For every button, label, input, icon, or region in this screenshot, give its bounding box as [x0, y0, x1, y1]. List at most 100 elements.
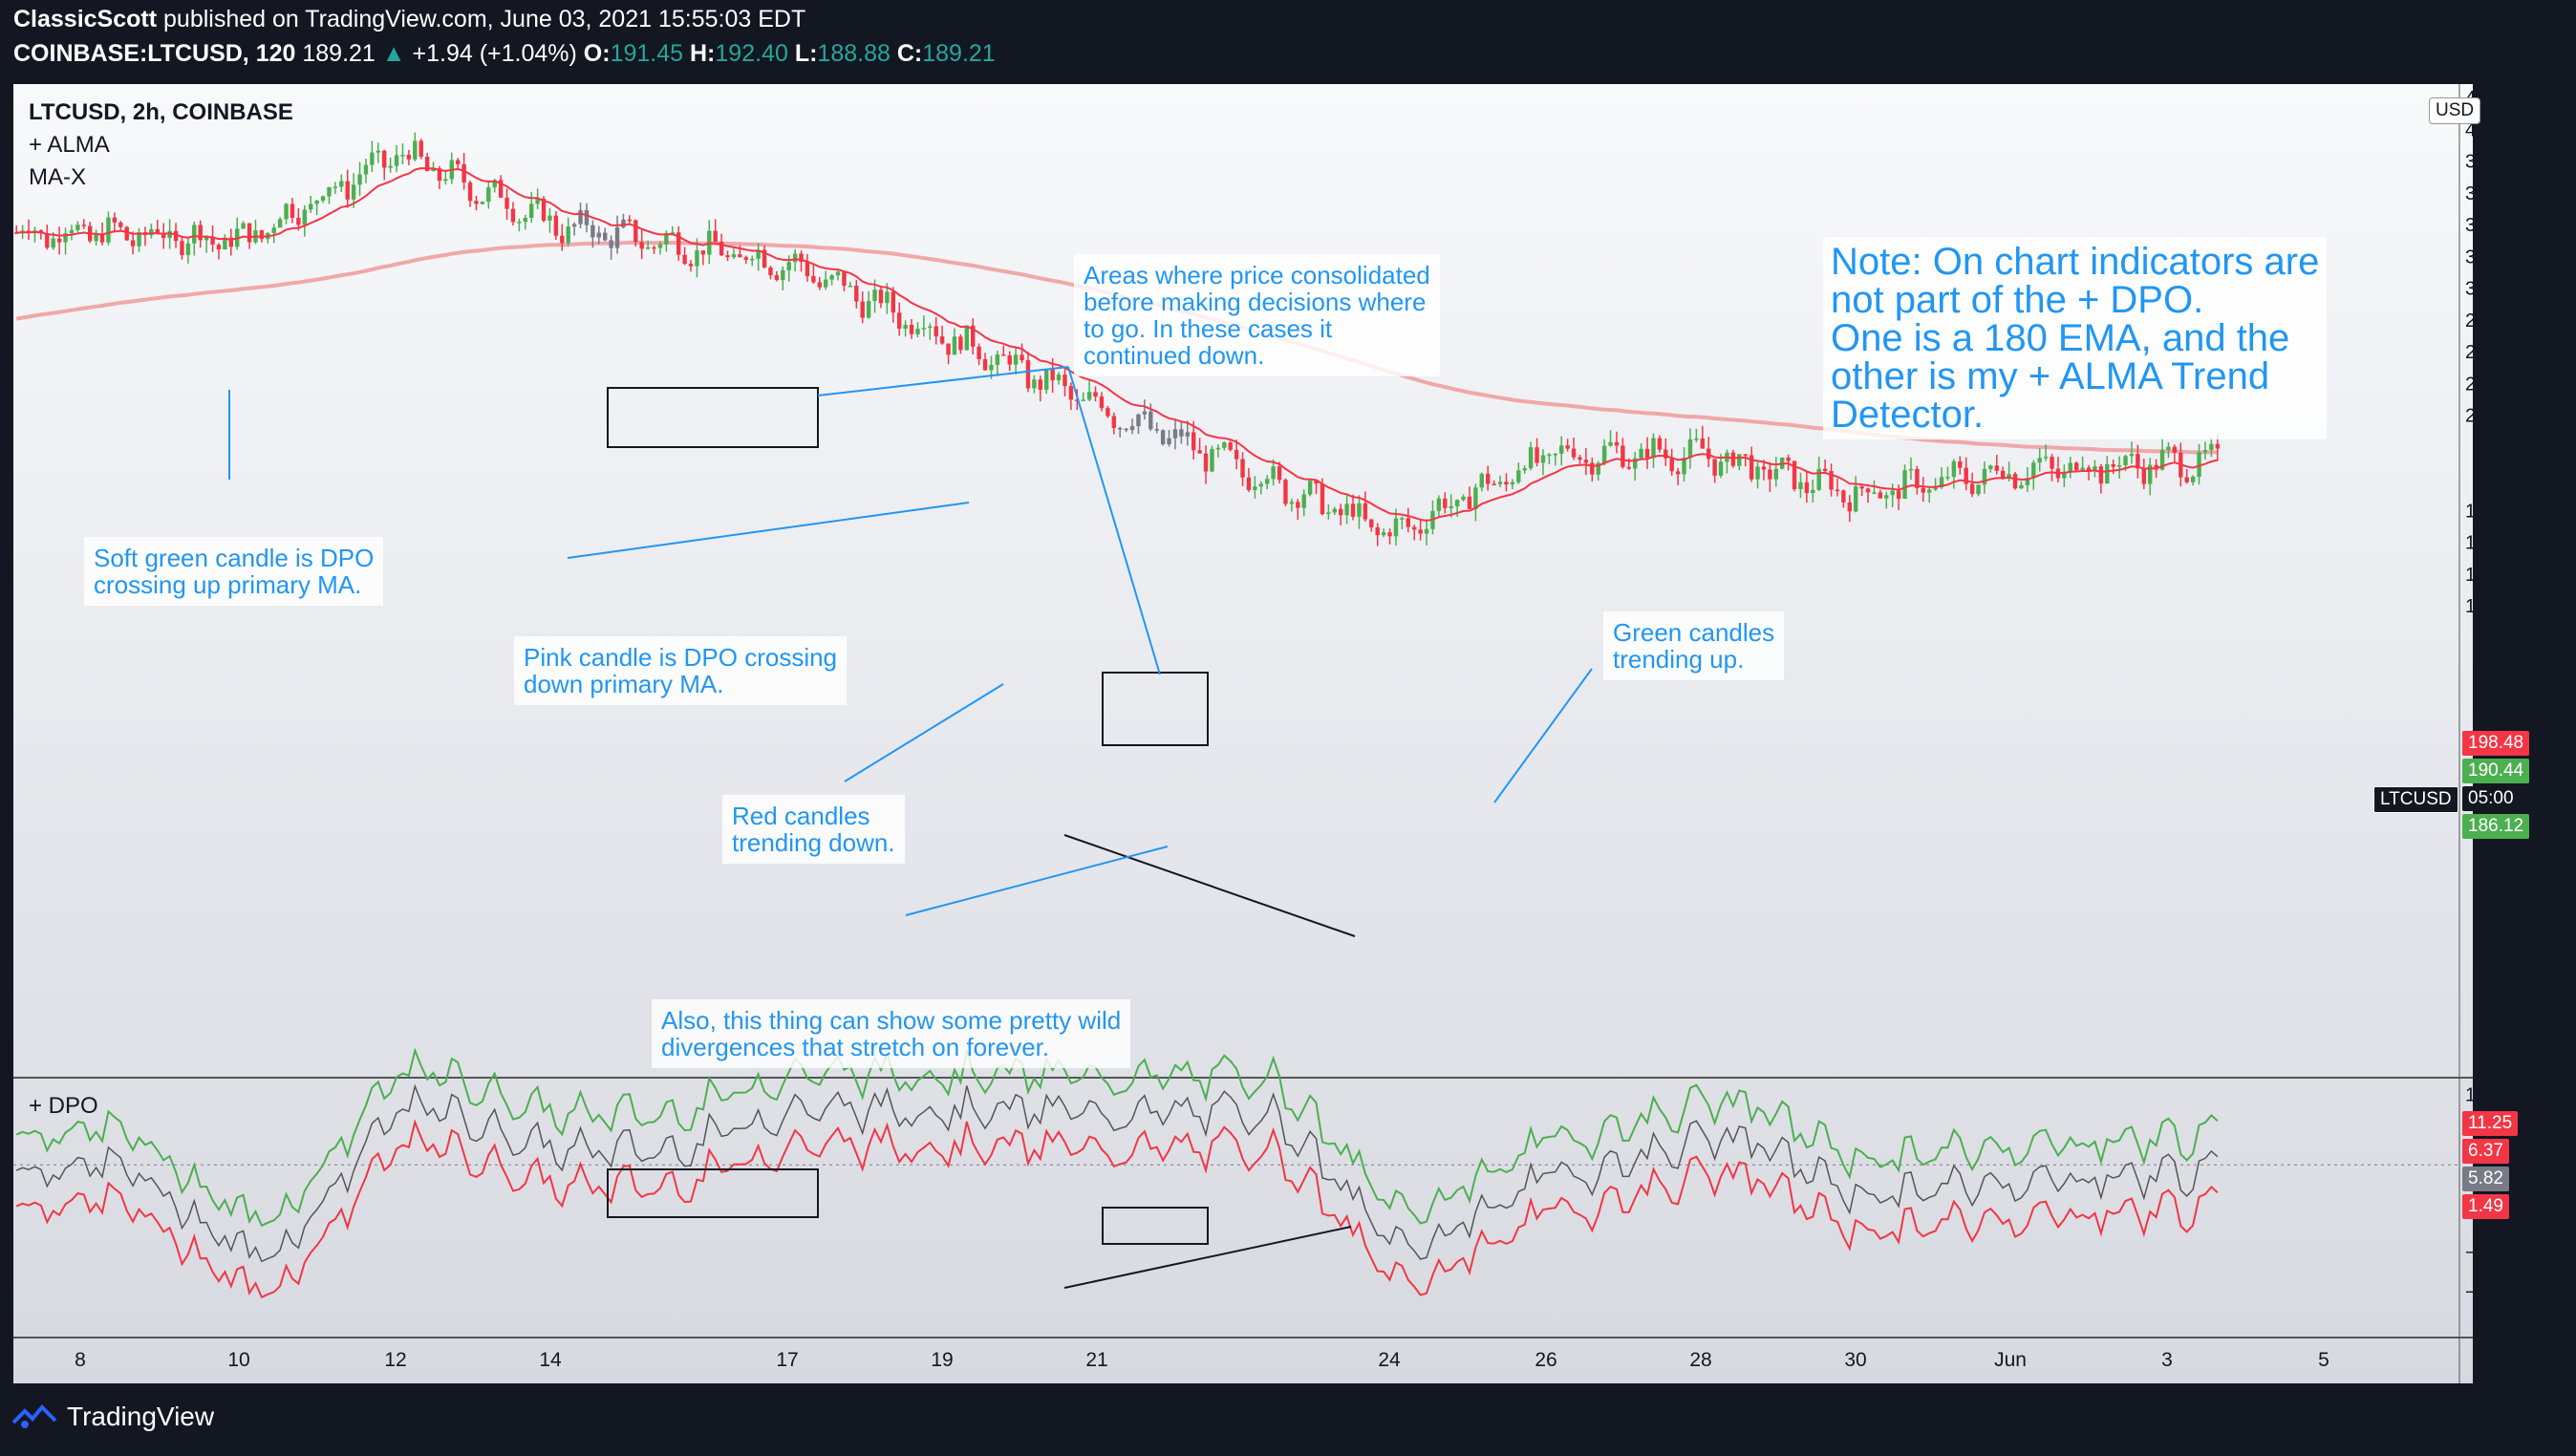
candle-body [137, 232, 141, 246]
candle-body [928, 326, 933, 329]
candle-body [192, 225, 197, 244]
candle-body [1644, 448, 1650, 459]
candle-body [768, 268, 773, 276]
candle-body [584, 210, 590, 225]
candle-body [1730, 452, 1736, 466]
change-arrow-icon: ▲ [381, 40, 406, 67]
candle-body [1994, 465, 1999, 471]
candle-body [1228, 442, 1233, 450]
candle-body [2116, 464, 2122, 467]
candle-body [1032, 379, 1037, 389]
candle-body [413, 140, 418, 160]
tradingview-logo-icon[interactable] [11, 1403, 57, 1430]
time-axis-label: 14 [539, 1349, 562, 1371]
candle-body [676, 232, 681, 255]
candle-body [590, 225, 595, 238]
time-axis-label: 30 [1844, 1349, 1866, 1371]
price-change: +1.94 (+1.04%) [412, 40, 577, 67]
candle-body [1669, 458, 1674, 472]
price-axis-label: 140.00 [2465, 533, 2473, 554]
candle-body [958, 336, 963, 351]
candle-body [81, 225, 86, 226]
candle-body [982, 358, 988, 371]
note-soft-green: Soft green candle is DPO crossing up pri… [84, 537, 384, 606]
candle-body [1436, 498, 1442, 511]
candle-body [1865, 488, 1871, 493]
candle-body [571, 224, 577, 227]
candle-body [1621, 445, 1625, 467]
close-value: 189.21 [922, 40, 996, 67]
candle-body [1675, 471, 1681, 475]
candle-body [424, 157, 430, 172]
candle-body [1884, 495, 1889, 499]
candle-body [952, 336, 957, 355]
indicator-alma-label[interactable]: + ALMA [29, 132, 110, 158]
candle-body [1982, 468, 1987, 485]
price-axis-label: 340.00 [2465, 215, 2473, 236]
publish-info: published on TradingView.com, June 03, 2… [157, 6, 806, 32]
dpo-pane [13, 1047, 2459, 1299]
candle-body [1835, 489, 1840, 492]
candle-body [320, 196, 326, 202]
candle-body [1203, 453, 1209, 472]
candle-body [633, 220, 638, 243]
currency-button[interactable]: USD [2429, 97, 2481, 124]
author[interactable]: ClassicScott [13, 6, 158, 32]
candle-body [652, 246, 656, 249]
time-axis-label: 28 [1689, 1349, 1711, 1371]
candle-body [1289, 502, 1295, 504]
candle-body [792, 253, 798, 263]
price-axis-label: 120.00 [2465, 565, 2473, 586]
candle-body [1896, 490, 1901, 499]
candle-body [118, 222, 123, 227]
candle-body [731, 254, 737, 258]
alma-line [16, 166, 2219, 523]
dpo-tag-a: 11.25 [2462, 1111, 2519, 1136]
candle-body [1951, 460, 1957, 478]
price-axis-label: 100.00 [2465, 596, 2473, 617]
candle-body [480, 202, 485, 204]
indicator-dpo-label[interactable]: + DPO [29, 1093, 98, 1119]
candle-body [824, 279, 828, 288]
candle-body [2105, 463, 2110, 484]
candle-body [1988, 465, 1993, 469]
candle-body [1013, 354, 1019, 365]
candle-body [848, 286, 853, 288]
time-axis-label: 19 [931, 1349, 953, 1371]
candle-body [1473, 487, 1478, 509]
candle-body [2166, 446, 2171, 450]
candle-body [1124, 428, 1128, 431]
candle-body [756, 249, 761, 259]
dpo-tag-d: 1.49 [2462, 1194, 2509, 1219]
candle-body [161, 232, 166, 239]
candle-body [842, 271, 847, 287]
candle-body [529, 203, 534, 219]
candle-body [1020, 354, 1024, 361]
price-axis-label: 160.00 [2465, 501, 2473, 522]
candle-body [781, 269, 785, 281]
candle-body [1571, 448, 1577, 458]
low-value: 188.88 [817, 40, 891, 67]
candle-body [1927, 489, 1932, 493]
chart-panel[interactable]: 420.00400.00380.00360.00340.00320.00300.… [13, 84, 2530, 1383]
candle-body [467, 182, 473, 202]
candle-body [1596, 462, 1600, 475]
indicator-max-label[interactable]: MA-X [29, 164, 86, 190]
candle-body [1063, 375, 1067, 387]
candle-body [2025, 478, 2030, 485]
candle-body [1320, 483, 1325, 515]
candle-body [921, 328, 927, 330]
candle-body [2184, 477, 2189, 482]
candle-body [247, 223, 252, 243]
candle-body [1816, 468, 1821, 490]
footer-brand[interactable]: TradingView [67, 1402, 215, 1431]
candle-body [1682, 457, 1686, 475]
time-axis[interactable]: 8 10 12 14 17 19 21 24 26 28 30 Jun 3 5 [75, 1349, 2329, 1371]
time-axis-label: 8 [75, 1349, 86, 1371]
candle-body [314, 201, 319, 204]
candle-body [1449, 505, 1453, 508]
candle-body [2197, 452, 2201, 477]
candle-body [609, 240, 613, 248]
candle-body [1307, 481, 1313, 495]
candle-body [1657, 438, 1663, 450]
